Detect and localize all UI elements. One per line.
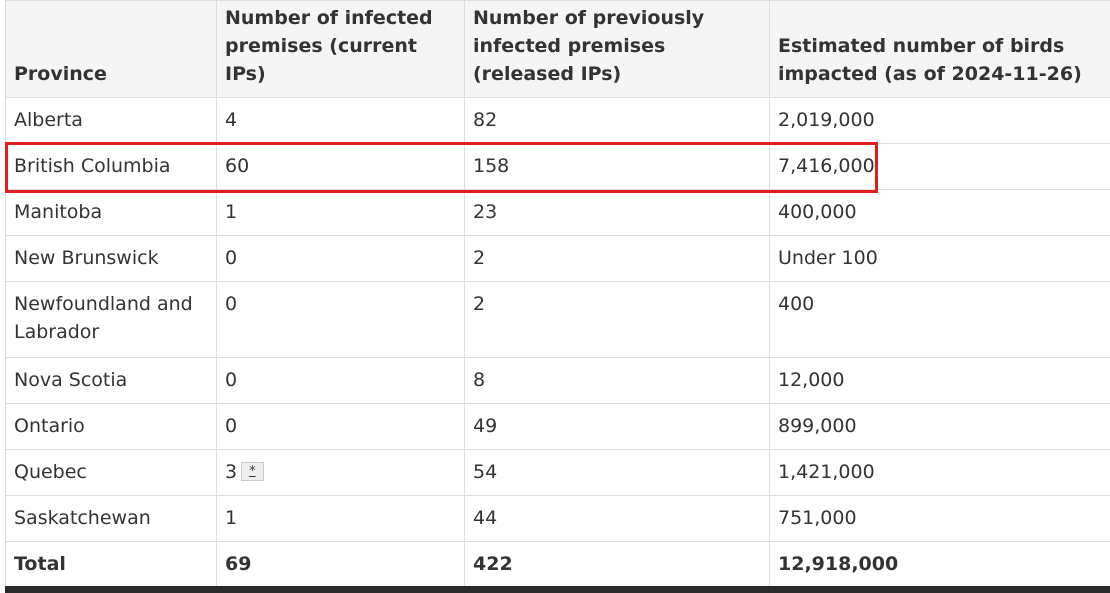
birds-impacted-cell: 899,000 bbox=[769, 403, 1110, 450]
column-header-province: Province bbox=[5, 0, 217, 98]
released-ips-cell: 2 bbox=[464, 281, 770, 358]
current-ips-cell: 0 bbox=[216, 235, 465, 282]
birds-impacted-cell: 7,416,000 bbox=[769, 143, 1110, 190]
total-label: Total bbox=[5, 541, 217, 588]
current-ips-cell: 0 bbox=[216, 357, 465, 404]
released-ips-cell: 54 bbox=[464, 449, 770, 496]
footnote-link[interactable]: * bbox=[241, 462, 264, 481]
current-ips-cell: 4 bbox=[216, 97, 465, 144]
birds-impacted-cell: 751,000 bbox=[769, 495, 1110, 542]
birds-impacted-cell: 400 bbox=[769, 281, 1110, 358]
current-ips-cell: 0 bbox=[216, 403, 465, 450]
table-total-row: Total 69 422 12,918,000 bbox=[5, 541, 1110, 588]
table-row: Ontario 0 49 899,000 bbox=[5, 403, 1110, 450]
released-ips-cell: 44 bbox=[464, 495, 770, 542]
province-cell: New Brunswick bbox=[5, 235, 217, 282]
birds-impacted-cell: 12,000 bbox=[769, 357, 1110, 404]
birds-impacted-cell: 1,421,000 bbox=[769, 449, 1110, 496]
province-cell: British Columbia bbox=[5, 143, 217, 190]
province-cell: Ontario bbox=[5, 403, 217, 450]
current-ips-cell: 1 bbox=[216, 189, 465, 236]
current-ips-value: 3 bbox=[225, 461, 238, 483]
table-header-row: Province Number of infected premises (cu… bbox=[5, 0, 1110, 98]
total-birds-impacted: 12,918,000 bbox=[769, 541, 1110, 588]
avian-influenza-table: Province Number of infected premises (cu… bbox=[5, 0, 1110, 588]
table-row: Saskatchewan 1 44 751,000 bbox=[5, 495, 1110, 542]
released-ips-cell: 158 bbox=[464, 143, 770, 190]
total-released-ips: 422 bbox=[464, 541, 770, 588]
column-header-birds-impacted: Estimated number of birds impacted (as o… bbox=[769, 0, 1110, 98]
released-ips-cell: 2 bbox=[464, 235, 770, 282]
current-ips-cell: 60 bbox=[216, 143, 465, 190]
released-ips-cell: 8 bbox=[464, 357, 770, 404]
table-row: British Columbia 60 158 7,416,000 bbox=[5, 143, 1110, 190]
birds-impacted-cell: 2,019,000 bbox=[769, 97, 1110, 144]
column-header-released-ips: Number of previously infected premises (… bbox=[464, 0, 770, 98]
province-cell: Quebec bbox=[5, 449, 217, 496]
table-row: Quebec 3 * 54 1,421,000 bbox=[5, 449, 1110, 496]
birds-impacted-cell: 400,000 bbox=[769, 189, 1110, 236]
province-cell: Saskatchewan bbox=[5, 495, 217, 542]
column-header-current-ips: Number of infected premises (current IPs… bbox=[216, 0, 465, 98]
total-current-ips: 69 bbox=[216, 541, 465, 588]
released-ips-cell: 49 bbox=[464, 403, 770, 450]
province-cell: Nova Scotia bbox=[5, 357, 217, 404]
table-row: Newfoundland and Labrador 0 2 400 bbox=[5, 281, 1110, 358]
province-cell: Alberta bbox=[5, 97, 217, 144]
table-row: Manitoba 1 23 400,000 bbox=[5, 189, 1110, 236]
table-row: Alberta 4 82 2,019,000 bbox=[5, 97, 1110, 144]
current-ips-cell: 1 bbox=[216, 495, 465, 542]
bottom-bar bbox=[5, 586, 1110, 593]
province-cell: Manitoba bbox=[5, 189, 217, 236]
table-row: New Brunswick 0 2 Under 100 bbox=[5, 235, 1110, 282]
released-ips-cell: 23 bbox=[464, 189, 770, 236]
current-ips-cell: 3 * bbox=[216, 449, 465, 496]
current-ips-cell: 0 bbox=[216, 281, 465, 358]
birds-impacted-cell: Under 100 bbox=[769, 235, 1110, 282]
table-row: Nova Scotia 0 8 12,000 bbox=[5, 357, 1110, 404]
province-cell: Newfoundland and Labrador bbox=[5, 281, 217, 358]
released-ips-cell: 82 bbox=[464, 97, 770, 144]
